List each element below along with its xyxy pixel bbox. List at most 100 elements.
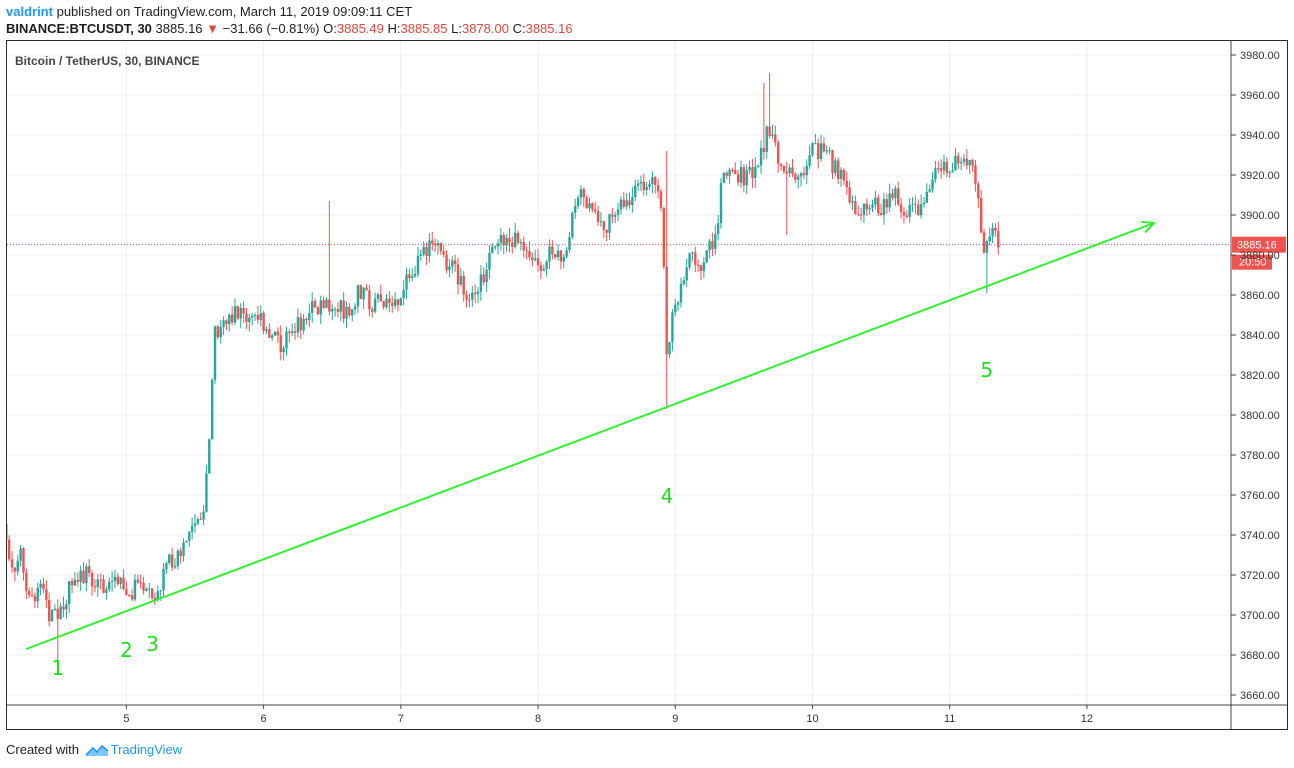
candle-body — [842, 169, 846, 181]
countdown-label: 20:50 — [1239, 257, 1267, 269]
candle-body — [656, 184, 660, 192]
candle-body — [25, 572, 28, 592]
candle-body — [22, 548, 25, 573]
candle-body — [574, 206, 577, 213]
tradingview-logo-icon[interactable] — [85, 743, 109, 757]
candle-body — [602, 221, 605, 230]
candle-body — [991, 227, 994, 237]
candle-body — [465, 294, 468, 300]
candle-body — [493, 246, 497, 248]
candle-body — [402, 289, 405, 299]
candle-body — [313, 301, 317, 308]
candle-body — [331, 309, 334, 312]
author-link[interactable]: valdrint — [6, 4, 53, 19]
candle-body — [819, 143, 823, 159]
candle-body — [754, 166, 757, 178]
candle-body — [173, 566, 177, 568]
candle-body — [871, 204, 874, 208]
candle-body — [68, 581, 71, 605]
price-tick-label: 3700.00 — [1240, 610, 1280, 622]
price-tick-label: 3900.00 — [1240, 210, 1280, 222]
candle-body — [899, 204, 903, 213]
candle-body — [848, 187, 851, 203]
candle-body — [628, 200, 631, 206]
candle-body — [551, 246, 554, 255]
candle-body — [791, 167, 794, 174]
candle-body — [868, 207, 871, 210]
candle-body — [116, 576, 120, 584]
candle-body — [719, 182, 723, 224]
candle-body — [714, 234, 717, 249]
candle-body — [505, 237, 508, 246]
candle-body — [894, 188, 897, 199]
trendline[interactable] — [25, 222, 1155, 650]
candle-body — [159, 590, 162, 592]
open-value: 3885.49 — [336, 21, 384, 36]
candle-body — [119, 577, 122, 584]
candle-body — [562, 256, 565, 262]
candle-body — [93, 586, 97, 588]
candle-body — [748, 167, 751, 171]
candle-body — [596, 211, 600, 222]
candle-body — [634, 185, 637, 197]
price-tick-label: 3720.00 — [1240, 570, 1280, 582]
candle-body — [774, 134, 777, 143]
candle-body — [794, 173, 797, 180]
candle-body — [914, 203, 917, 205]
candle-body — [934, 168, 937, 180]
candle-body — [834, 160, 837, 174]
chart-frame[interactable]: 3885.16 20:50 1 2 3 4 5 3980.00 3960.00 3940.00 3… — [6, 40, 1288, 730]
candle-body — [908, 204, 911, 217]
candle-body — [388, 298, 391, 304]
annotation-label: 5 — [980, 358, 993, 382]
candle-body — [865, 203, 868, 210]
candle-body — [968, 159, 971, 166]
candle-body — [413, 273, 417, 277]
candle-body — [133, 579, 137, 600]
candle-body — [616, 209, 620, 215]
price-tick-label: 3660.00 — [1240, 690, 1280, 702]
candle-body — [202, 511, 205, 520]
candle-body — [293, 331, 297, 333]
candle-body — [565, 250, 568, 257]
candle-body — [136, 579, 140, 583]
candle-body — [619, 199, 623, 210]
candle-body — [113, 576, 117, 581]
tradingview-brand-link[interactable]: TradingView — [110, 742, 183, 757]
candle-body — [942, 161, 946, 171]
candle-body — [250, 315, 254, 318]
candle-body — [259, 312, 262, 320]
candle-body — [985, 241, 989, 253]
candle-body — [734, 169, 737, 175]
candle-body — [82, 570, 85, 584]
candle-body — [785, 171, 788, 174]
candle-body — [433, 243, 437, 246]
candle-body — [751, 167, 754, 178]
candle-body — [196, 519, 200, 524]
candle-body — [193, 523, 197, 526]
time-tick-label: 5 — [123, 713, 129, 725]
candle-body — [885, 199, 889, 208]
candle-body — [376, 294, 380, 299]
candle-body — [448, 266, 451, 270]
candle-body — [662, 208, 666, 267]
candle-body — [33, 595, 37, 602]
candle-body — [594, 209, 597, 212]
time-tick-label: 11 — [944, 713, 955, 725]
candle-body — [419, 254, 423, 256]
candle-body — [508, 237, 511, 243]
candle-body — [671, 312, 674, 343]
candle-body — [425, 247, 428, 256]
candle-body — [325, 299, 328, 308]
low-label: L: — [451, 21, 462, 36]
high-value: 3885.85 — [400, 21, 448, 36]
candle-body — [99, 579, 102, 581]
candle-body — [36, 587, 39, 602]
candle-body — [962, 158, 966, 162]
candle-body — [513, 232, 517, 247]
candle-body — [7, 523, 8, 540]
candle-body — [851, 201, 854, 203]
candle-body — [822, 143, 826, 152]
candle-body — [385, 298, 388, 308]
